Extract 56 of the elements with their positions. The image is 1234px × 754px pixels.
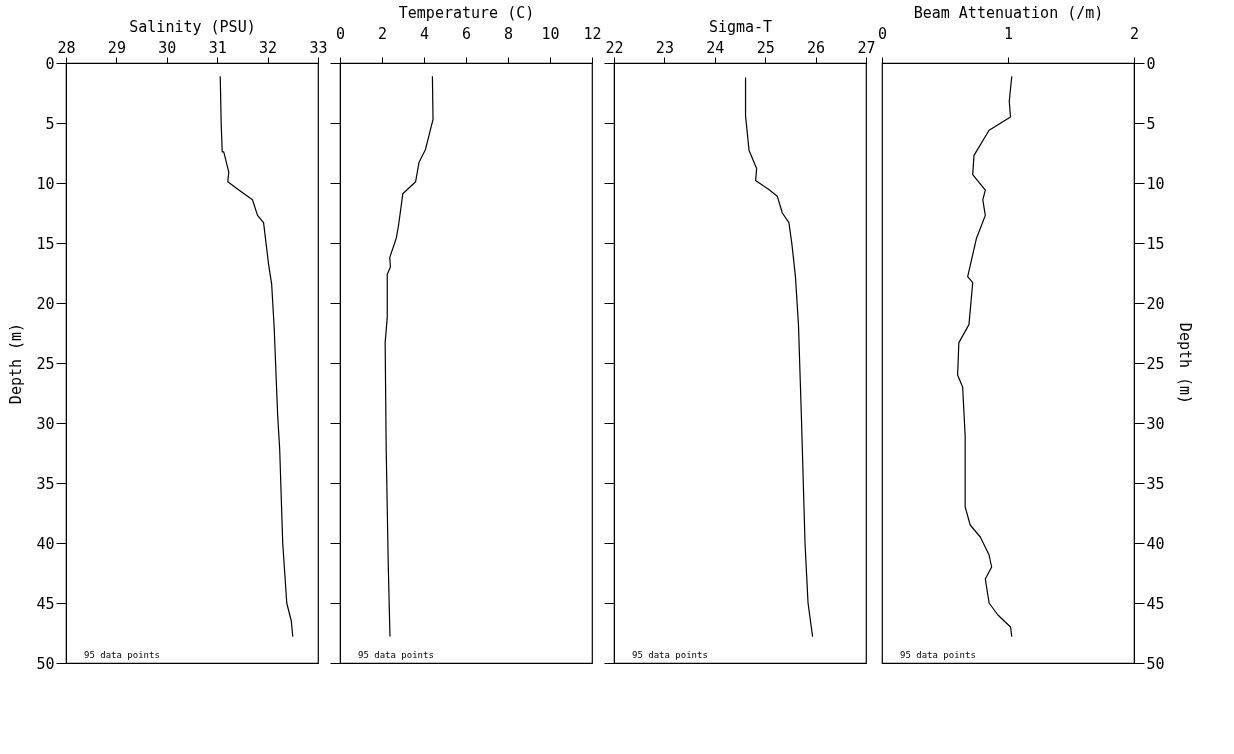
- y-tick-label: 5: [45, 114, 55, 133]
- y-tick-label: 25: [36, 354, 55, 373]
- y-tick-label: 5: [1146, 114, 1156, 133]
- x-tick-label: 31: [208, 38, 227, 57]
- x-tick-label: 8: [503, 24, 514, 43]
- y-tick-label: 45: [1146, 594, 1165, 613]
- y-tick-label: 40: [36, 534, 55, 553]
- y-tick-label: 20: [36, 294, 55, 313]
- x-tick-label: 2: [1129, 24, 1140, 43]
- x-tick-label: 23: [655, 38, 674, 57]
- y-axis-title: Depth (m): [7, 322, 26, 405]
- x-tick-label: 1: [1003, 24, 1014, 43]
- x-tick-label: 0: [877, 24, 888, 43]
- x-axis-title: Sigma-T: [708, 17, 773, 36]
- x-tick-label: 4: [419, 24, 430, 43]
- y-tick-label: 35: [1146, 474, 1165, 493]
- x-tick-label: 25: [756, 38, 775, 57]
- x-tick-label: 27: [857, 38, 876, 57]
- x-axis-title: Beam Attenuation (/m): [913, 3, 1104, 22]
- y-tick-label: 20: [1146, 294, 1165, 313]
- x-tick-label: 29: [107, 38, 126, 57]
- x-tick-label: 28: [57, 38, 76, 57]
- y-tick-label: 45: [36, 594, 55, 613]
- y-tick-label: 10: [1146, 174, 1165, 193]
- y-tick-label: 0: [45, 54, 55, 73]
- annotation: 95 data points: [358, 650, 434, 660]
- x-tick-label: 12: [583, 24, 602, 43]
- y-tick-label: 50: [36, 654, 55, 673]
- x-tick-label: 24: [706, 38, 725, 57]
- y-axis-title: Depth (m): [1175, 322, 1194, 405]
- line-series: [219, 75, 294, 638]
- y-tick-label: 30: [1146, 414, 1165, 433]
- line-series: [957, 75, 1013, 638]
- x-axis-title: Temperature (C): [398, 3, 535, 22]
- x-tick-label: 6: [461, 24, 472, 43]
- annotation: 95 data points: [900, 650, 976, 660]
- y-tick-label: 50: [1146, 654, 1165, 673]
- y-tick-label: 0: [1146, 54, 1156, 73]
- y-tick-label: 30: [36, 414, 55, 433]
- x-axis-title: Salinity (PSU): [129, 17, 256, 36]
- annotation: 95 data points: [632, 650, 708, 660]
- y-tick-label: 40: [1146, 534, 1165, 553]
- annotation: 95 data points: [84, 650, 160, 660]
- y-tick-label: 10: [36, 174, 55, 193]
- x-tick-label: 2: [377, 24, 388, 43]
- x-tick-label: 10: [541, 24, 560, 43]
- x-tick-label: 26: [807, 38, 826, 57]
- y-tick-label: 35: [36, 474, 55, 493]
- x-tick-label: 32: [259, 38, 278, 57]
- x-tick-label: 33: [309, 38, 328, 57]
- x-tick-label: 0: [335, 24, 346, 43]
- y-tick-label: 15: [1146, 234, 1165, 253]
- y-tick-label: 15: [36, 234, 55, 253]
- x-tick-label: 30: [158, 38, 177, 57]
- x-tick-label: 22: [605, 38, 624, 57]
- y-tick-label: 25: [1146, 354, 1165, 373]
